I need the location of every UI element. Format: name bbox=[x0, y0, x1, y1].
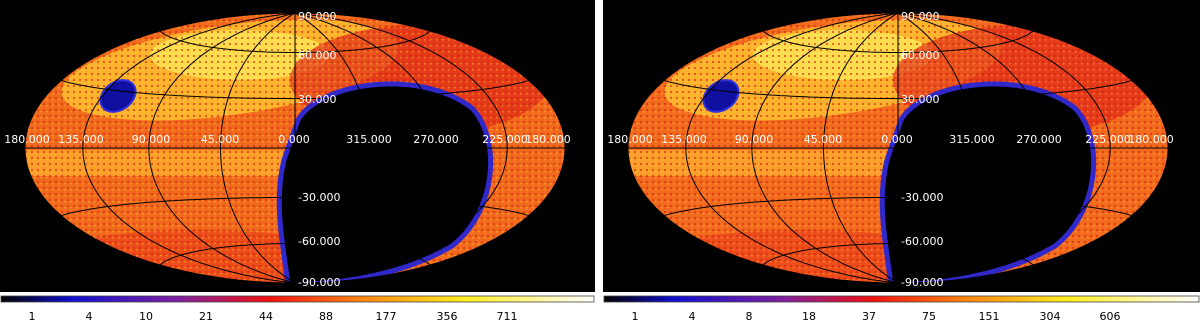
latitude-label: 90.000 bbox=[298, 10, 337, 23]
longitude-label: 90.000 bbox=[132, 133, 171, 146]
colorbar bbox=[0, 295, 595, 303]
colorbar-tick-label: 75 bbox=[922, 310, 936, 323]
colorbar-tick-label: 151 bbox=[979, 310, 1000, 323]
longitude-label: 135.000 bbox=[661, 133, 707, 146]
colorbar bbox=[603, 295, 1200, 303]
colorbar-tick-label: 8 bbox=[746, 310, 753, 323]
longitude-label: 225.000 bbox=[482, 133, 528, 146]
latitude-label: 60.000 bbox=[298, 49, 337, 62]
longitude-label: 135.000 bbox=[58, 133, 104, 146]
colorbar-tick-label: 37 bbox=[862, 310, 876, 323]
colorbar-tick-label: 606 bbox=[1100, 310, 1121, 323]
sky-map-panel: 180.000 135.000 90.000 45.000 0.000 315.000 27… bbox=[603, 0, 1200, 325]
longitude-label: 270.000 bbox=[413, 133, 459, 146]
longitude-label: 225.000 bbox=[1085, 133, 1131, 146]
latitude-label: -90.000 bbox=[901, 276, 943, 289]
colorbar-tick-label: 4 bbox=[86, 310, 93, 323]
longitude-label: 315.000 bbox=[346, 133, 392, 146]
colorbar-tick-label: 44 bbox=[259, 310, 273, 323]
sky-map-panel: 180.000 135.000 90.000 45.000 0.000 315.000 27… bbox=[0, 0, 595, 325]
longitude-label: 0.000 bbox=[278, 133, 310, 146]
colorbar-tick-label: 1 bbox=[632, 310, 639, 323]
colorbar-tick-label: 711 bbox=[497, 310, 518, 323]
no-coverage-region bbox=[276, 81, 494, 284]
latitude-label: 30.000 bbox=[901, 93, 940, 106]
longitude-label: 180.000 bbox=[4, 133, 50, 146]
longitude-label: 90.000 bbox=[735, 133, 774, 146]
longitude-label: 180.000 bbox=[525, 133, 571, 146]
longitude-label: 180.000 bbox=[1128, 133, 1174, 146]
parallel bbox=[762, 243, 1034, 266]
latitude-label: -30.000 bbox=[298, 191, 340, 204]
latitude-label: 30.000 bbox=[298, 93, 337, 106]
parallel bbox=[60, 80, 530, 100]
latitude-label: 90.000 bbox=[901, 10, 940, 23]
parallel bbox=[159, 243, 431, 266]
latitude-label: -60.000 bbox=[298, 235, 340, 248]
parallel bbox=[60, 196, 530, 216]
latitude-label: -30.000 bbox=[901, 191, 943, 204]
longitude-label: 180.000 bbox=[607, 133, 653, 146]
parallel bbox=[663, 196, 1133, 216]
longitude-label: 45.000 bbox=[804, 133, 843, 146]
colorbar-tick-label: 1 bbox=[29, 310, 36, 323]
longitude-label: 45.000 bbox=[201, 133, 240, 146]
colorbar-tick-label: 4 bbox=[689, 310, 696, 323]
colorbar-tick-label: 18 bbox=[802, 310, 816, 323]
colorbar-tick-label: 356 bbox=[437, 310, 458, 323]
longitude-label: 0.000 bbox=[881, 133, 913, 146]
colorbar-tick-label: 10 bbox=[139, 310, 153, 323]
colorbar-tick-label: 88 bbox=[319, 310, 333, 323]
longitude-label: 270.000 bbox=[1016, 133, 1062, 146]
colorbar-tick-label: 177 bbox=[376, 310, 397, 323]
latitude-label: 60.000 bbox=[901, 49, 940, 62]
parallel bbox=[159, 30, 431, 53]
parallel bbox=[762, 30, 1034, 53]
colorbar-tick-label: 304 bbox=[1040, 310, 1061, 323]
graticule bbox=[627, 12, 1169, 284]
latitude-label: -60.000 bbox=[901, 235, 943, 248]
latitude-label: -90.000 bbox=[298, 276, 340, 289]
no-coverage-region bbox=[879, 81, 1097, 284]
parallel bbox=[663, 80, 1133, 100]
longitude-label: 315.000 bbox=[949, 133, 995, 146]
graticule bbox=[24, 12, 566, 284]
colorbar-tick-label: 21 bbox=[199, 310, 213, 323]
